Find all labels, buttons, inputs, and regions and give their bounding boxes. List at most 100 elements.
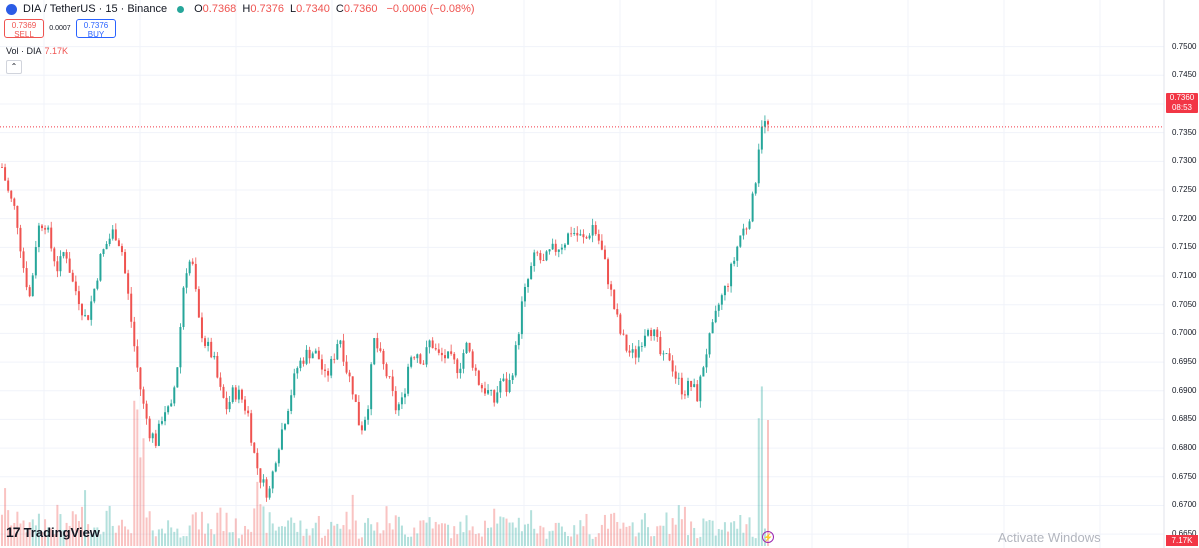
volume-bar	[499, 516, 502, 546]
candle-body	[151, 433, 154, 439]
candle-body	[302, 360, 305, 364]
candle-body	[760, 126, 763, 150]
tradingview-logo[interactable]: 17 TradingView	[6, 524, 100, 540]
volume-bar	[154, 536, 157, 546]
candle-body	[517, 334, 520, 346]
volume-legend[interactable]: Vol · DIA 7.17K	[6, 46, 68, 56]
candle-body	[542, 260, 545, 262]
volume-bar	[391, 529, 394, 546]
volume-bar	[422, 520, 425, 546]
candle-body	[25, 268, 28, 288]
volume-bar	[708, 519, 711, 546]
candle-body	[154, 433, 157, 446]
candle-body	[523, 287, 526, 302]
volume-bar	[7, 510, 10, 546]
buy-label: BUY	[87, 30, 105, 39]
candle-body	[204, 338, 207, 346]
volume-bar	[400, 525, 403, 546]
volume-bar	[483, 520, 486, 546]
volume-bar	[603, 514, 606, 546]
candle-body	[28, 287, 31, 297]
candle-body	[185, 273, 188, 288]
candle-body	[447, 351, 450, 359]
candle-body	[705, 354, 708, 368]
candle-body	[683, 394, 686, 396]
candle-body	[314, 350, 317, 354]
volume-bar	[59, 514, 62, 546]
candle-body	[62, 252, 65, 257]
candle-body	[594, 225, 597, 235]
candle-body	[634, 349, 637, 358]
volume-bar	[102, 531, 105, 546]
volume-bar	[570, 536, 573, 546]
os-watermark: Activate Windows	[998, 530, 1101, 545]
volume-bar	[600, 524, 603, 546]
volume-bar	[287, 520, 290, 546]
candle-body	[508, 380, 511, 392]
candle-body	[696, 384, 699, 402]
volume-bar	[204, 533, 207, 546]
candle-body	[80, 304, 83, 316]
market-open-icon	[177, 5, 185, 13]
volume-bar	[659, 525, 662, 546]
candle-body	[364, 419, 367, 431]
candle-body	[468, 342, 471, 352]
volume-bar	[542, 527, 545, 546]
volume-bar	[62, 529, 65, 546]
candle-body	[216, 355, 219, 378]
volume-bar	[330, 521, 333, 546]
volume-bar	[459, 521, 462, 546]
candle-body	[533, 252, 536, 267]
lightning-icon[interactable]: ⚡	[762, 531, 774, 543]
volume-bar	[477, 533, 480, 546]
candle-body	[228, 401, 231, 410]
volume-bar	[277, 526, 280, 546]
volume-bar	[10, 525, 13, 546]
y-tick-label: 0.7500	[1172, 41, 1197, 51]
candle-body	[613, 289, 616, 310]
candle-body	[693, 384, 696, 387]
volume-bar	[637, 532, 640, 546]
y-tick-label: 0.7250	[1172, 184, 1197, 194]
candle-body	[19, 227, 22, 252]
buy-button[interactable]: 0.7376 BUY	[76, 19, 116, 39]
candle-body	[330, 358, 333, 376]
candle-body	[570, 233, 573, 235]
candle-body	[391, 376, 394, 392]
candle-body	[431, 340, 434, 349]
candle-body	[148, 418, 151, 439]
y-tick-label: 0.7000	[1172, 328, 1197, 338]
candle-body	[308, 349, 311, 359]
volume-bars	[1, 386, 769, 546]
candle-body	[74, 281, 77, 292]
volume-bar	[256, 481, 259, 546]
volume-bar	[317, 515, 320, 546]
candle-body	[244, 399, 247, 411]
candle-body	[77, 291, 80, 305]
volume-bar	[714, 535, 717, 546]
volume-bar	[376, 522, 379, 546]
sell-button[interactable]: 0.7369 SELL	[4, 19, 44, 39]
candle-body	[671, 360, 674, 372]
symbol-title[interactable]: DIA / TetherUS · 15 · Binance	[23, 3, 168, 15]
volume-bar	[117, 525, 120, 546]
volume-bar	[324, 535, 327, 546]
candle-body	[225, 397, 228, 410]
volume-bar	[588, 534, 591, 546]
volume-bar	[151, 530, 154, 546]
volume-bar	[333, 525, 336, 546]
volume-bar	[19, 523, 22, 546]
candle-body	[191, 261, 194, 264]
volume-bar	[527, 523, 530, 546]
candle-body	[536, 252, 539, 254]
candle-body	[751, 193, 754, 222]
candle-body	[268, 488, 271, 498]
candle-body	[274, 463, 277, 472]
candle-body	[699, 376, 702, 402]
candle-body	[637, 346, 640, 358]
bar-countdown: 08:53	[1171, 103, 1193, 112]
candle-body	[311, 353, 314, 359]
candle-body	[477, 370, 480, 385]
collapse-legend-button[interactable]: ⌃	[6, 60, 22, 74]
